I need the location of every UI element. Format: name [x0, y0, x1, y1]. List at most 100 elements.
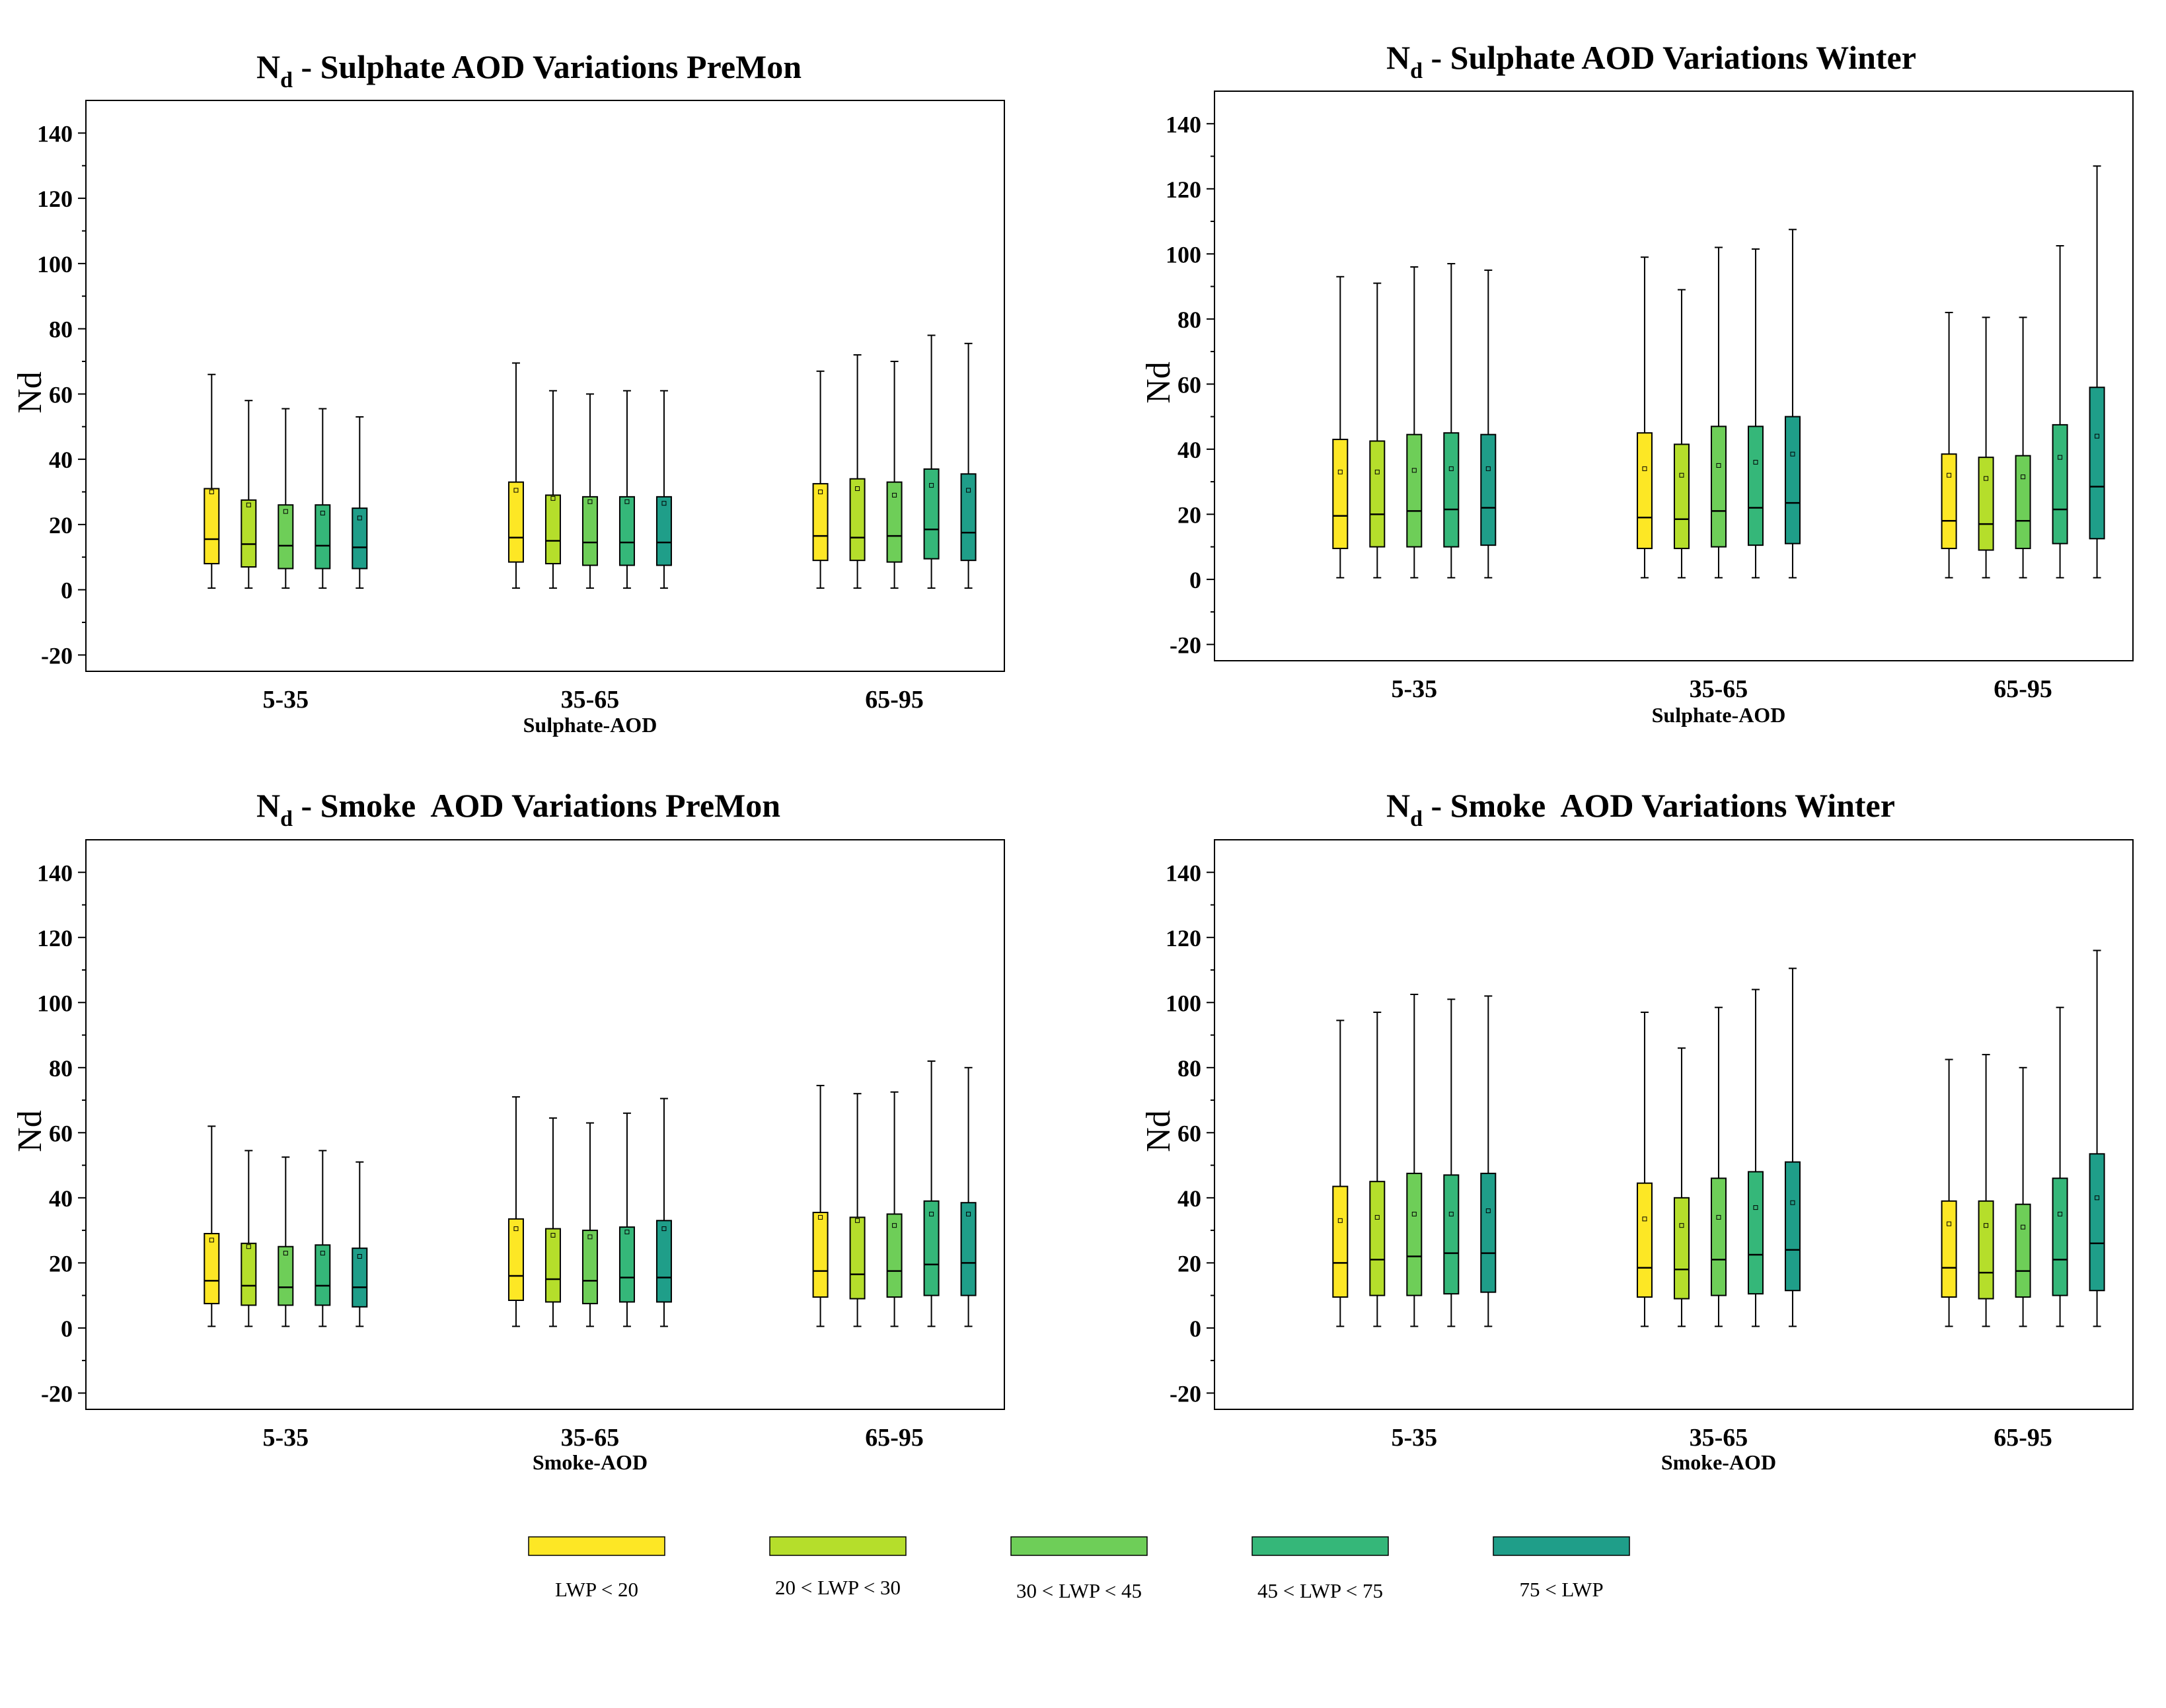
- box-mean: [624, 499, 630, 504]
- box-mean: [2058, 1211, 2063, 1216]
- x-axis-label: Sulphate-AOD: [1652, 703, 1786, 727]
- y-tick-label: 0: [61, 577, 73, 604]
- box-mean: [1947, 1221, 1952, 1226]
- box-2-20-lwp-30: [849, 1093, 866, 1327]
- box-iqr: [1443, 1174, 1460, 1295]
- box-iqr: [507, 481, 524, 563]
- box-iqr: [1636, 432, 1653, 550]
- title-subscript: d: [1410, 807, 1423, 831]
- box-3-30-lwp-45: [1710, 246, 1727, 579]
- box-5-75-lwp: [655, 1097, 672, 1327]
- y-tick-label: 60: [1177, 1120, 1201, 1146]
- box-mean: [1411, 1211, 1417, 1216]
- title-rest: - Smoke AOD Variations Winter: [1423, 787, 1895, 824]
- x-tick-label: 5-35: [262, 686, 309, 714]
- box-mean: [209, 489, 214, 494]
- box-3-30-lwp-45: [581, 393, 598, 589]
- box-iqr: [655, 496, 672, 566]
- box-mean: [818, 1214, 823, 1220]
- y-tick-label: -20: [41, 1380, 73, 1407]
- box-mean: [1790, 1200, 1795, 1205]
- box-5-75-lwp: [352, 416, 368, 589]
- legend-swatch: [528, 1536, 665, 1556]
- box-1-lwp-20: [1636, 1012, 1653, 1327]
- box-4-45-lwp-75: [1443, 263, 1460, 579]
- box-iqr: [544, 494, 561, 565]
- box-3-30-lwp-45: [1406, 993, 1423, 1327]
- y-tick-label: 120: [1166, 176, 1201, 203]
- box-iqr: [1332, 1185, 1349, 1298]
- box-mean: [1448, 1211, 1454, 1216]
- title-subscript: d: [1410, 59, 1423, 83]
- y-tick-label: 60: [1177, 371, 1201, 398]
- box-iqr: [1480, 1172, 1497, 1293]
- x-tick-label: 5-35: [1391, 1424, 1437, 1452]
- box-iqr: [1747, 1171, 1764, 1295]
- box-5-75-lwp: [352, 1161, 368, 1327]
- title-main: N: [1386, 39, 1410, 76]
- x-tick-label: 35-65: [561, 1424, 620, 1452]
- box-1-lwp-20: [812, 1084, 829, 1327]
- box-mean: [320, 1251, 325, 1256]
- plot-frame: [1214, 839, 2134, 1410]
- box-3-30-lwp-45: [886, 360, 903, 589]
- x-tick-label: 65-95: [865, 686, 924, 714]
- box-2-20-lwp-30: [849, 354, 866, 589]
- x-tick-label: 35-65: [1690, 675, 1748, 703]
- y-tick-label: -20: [41, 642, 73, 669]
- x-axis-label: Sulphate-AOD: [523, 713, 657, 737]
- box-5-75-lwp: [1480, 995, 1497, 1327]
- chart-panel-4: Nd - Smoke AOD Variations Winter -20 0 20 40…: [1140, 787, 2134, 1474]
- y-tick-label: 0: [61, 1316, 73, 1342]
- y-tick-label: 20: [1177, 1250, 1201, 1277]
- box-mean: [209, 1238, 214, 1243]
- box-iqr: [812, 483, 829, 562]
- box-5-75-lwp: [2089, 165, 2105, 579]
- y-axis-label: Nd: [11, 1110, 49, 1152]
- box-iqr: [655, 1220, 672, 1303]
- y-tick-label: 20: [49, 1250, 73, 1277]
- panel-title: Nd - Sulphate AOD Variations Winter: [1386, 39, 1916, 83]
- box-mean: [1947, 472, 1952, 478]
- box-iqr: [2052, 424, 2068, 544]
- box-iqr: [204, 1233, 220, 1304]
- x-tick-label: 65-95: [1994, 675, 2052, 703]
- box-2-20-lwp-30: [1369, 282, 1386, 579]
- box-iqr: [886, 481, 903, 563]
- box-mean: [855, 1218, 860, 1223]
- box-iqr: [1443, 432, 1460, 548]
- box-5-75-lwp: [655, 390, 672, 589]
- box-4-45-lwp-75: [2052, 244, 2068, 579]
- legend-label: 30 < LWP < 45: [1016, 1579, 1142, 1602]
- legend-label: LWP < 20: [555, 1578, 638, 1601]
- box-iqr: [1369, 440, 1386, 548]
- box-iqr: [886, 1213, 903, 1298]
- box-mean: [1485, 466, 1491, 471]
- box-4-45-lwp-75: [618, 1112, 635, 1327]
- y-tick-label: 120: [37, 925, 73, 951]
- title-subscript: d: [280, 807, 293, 831]
- box-mean: [1716, 463, 1721, 468]
- box-1-lwp-20: [1332, 276, 1349, 579]
- box-iqr: [352, 507, 368, 570]
- box-1-lwp-20: [204, 373, 220, 589]
- box-mean: [1679, 472, 1684, 478]
- box-mean: [550, 1232, 556, 1238]
- box-4-45-lwp-75: [315, 408, 331, 589]
- box-4-45-lwp-75: [1443, 998, 1460, 1327]
- box-iqr: [1710, 426, 1727, 548]
- box-iqr: [1406, 1172, 1423, 1296]
- box-2-20-lwp-30: [1673, 1047, 1690, 1327]
- y-tick-label: 100: [37, 251, 73, 278]
- title-main: N: [1386, 787, 1410, 824]
- y-tick-label: 40: [1177, 437, 1201, 463]
- box-5-75-lwp: [960, 342, 977, 589]
- box-iqr: [1941, 453, 1957, 550]
- box-mean: [2021, 1224, 2026, 1230]
- y-tick-label: 140: [37, 120, 73, 147]
- box-1-lwp-20: [1941, 311, 1957, 579]
- y-axis-label: Nd: [1140, 1110, 1177, 1152]
- y-tick-label: 120: [37, 186, 73, 212]
- y-tick-label: 120: [1166, 925, 1201, 951]
